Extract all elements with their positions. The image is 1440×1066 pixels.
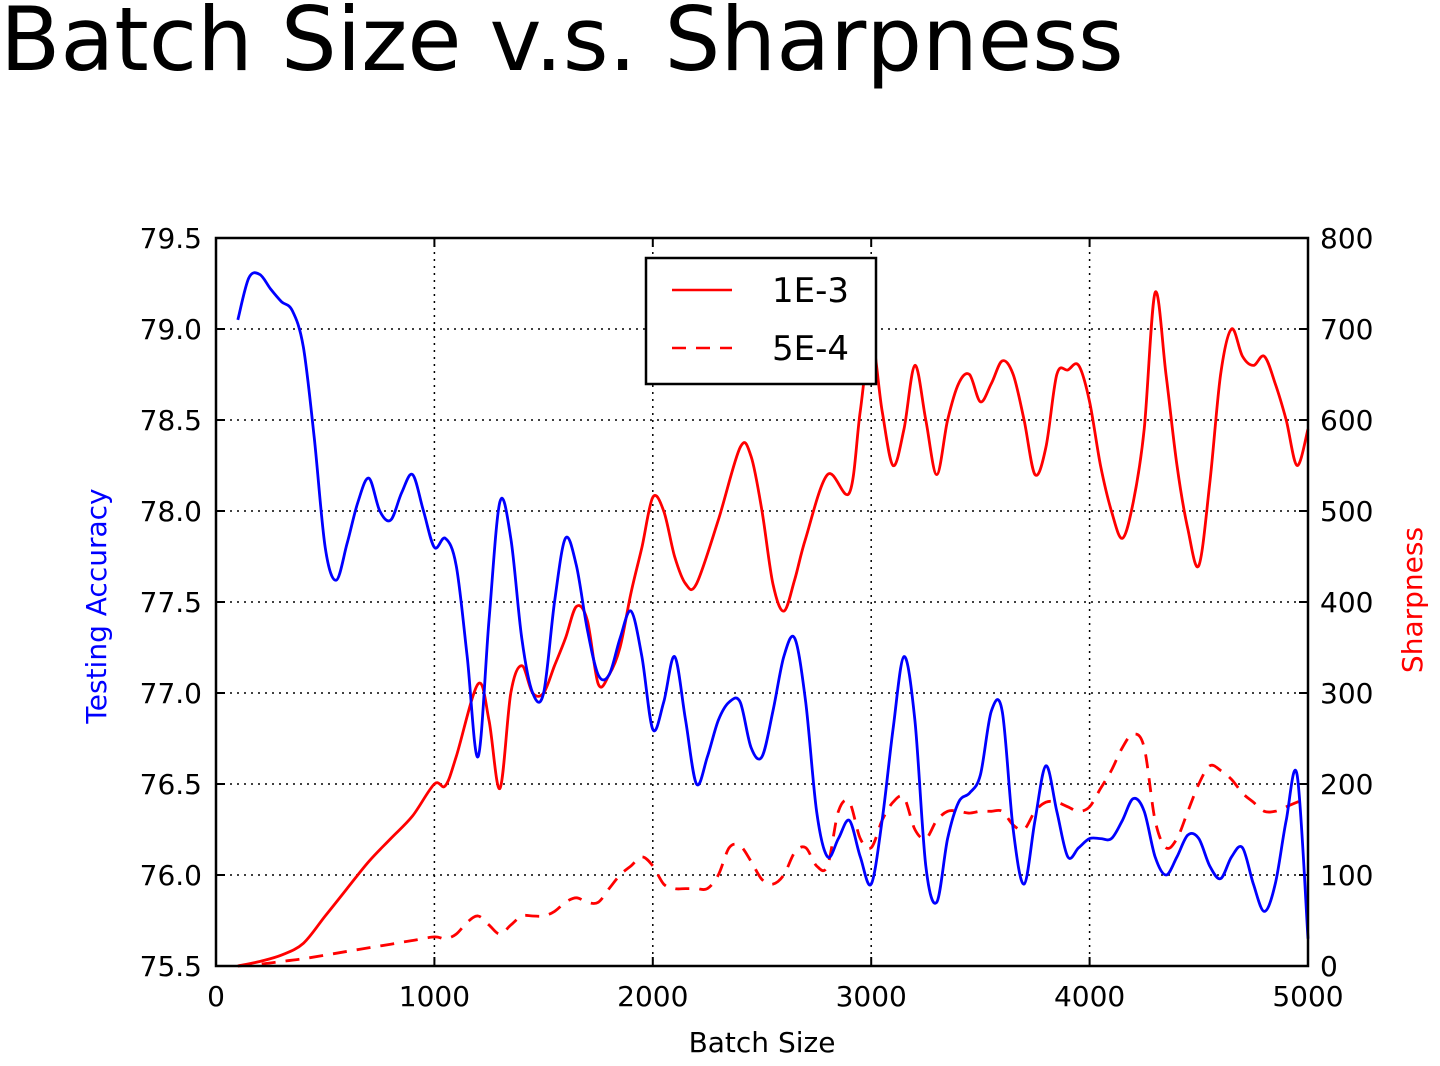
right-y-tick-label: 300	[1320, 677, 1373, 710]
legend: 1E-3 5E-4	[644, 256, 878, 386]
legend-box	[644, 256, 878, 386]
x-axis-title: Batch Size	[689, 1026, 836, 1059]
right-y-tick-label: 800	[1320, 222, 1373, 255]
left-y-tick-label: 78.5	[140, 404, 202, 437]
series-line-5e-4	[237, 732, 1309, 968]
tick-labels: 0 1000 2000 3000 4000 500075.576.076.577.077.…	[140, 222, 1374, 1013]
right-y-tick-label: 500	[1320, 495, 1373, 528]
left-y-tick-label: 79.5	[140, 222, 202, 255]
x-tick-label: 3000	[836, 980, 907, 1013]
x-tick-label: 5000	[1272, 980, 1343, 1013]
right-y-tick-label: 400	[1320, 586, 1373, 619]
right-y-axis-title: Sharpness	[1396, 527, 1429, 673]
right-y-tick-label: 700	[1320, 313, 1373, 346]
left-y-tick-label: 78.0	[140, 495, 202, 528]
left-y-tick-label: 77.5	[140, 586, 202, 619]
left-y-tick-label: 77.0	[140, 677, 202, 710]
left-y-axis-title: Testing Accuracy	[80, 488, 113, 724]
series-lines	[236, 271, 1310, 968]
right-y-tick-label: 200	[1320, 768, 1373, 801]
left-y-tick-label: 75.5	[140, 950, 202, 983]
x-tick-label: 2000	[617, 980, 688, 1013]
series-line-1e-3	[237, 290, 1310, 968]
left-y-tick-label: 76.5	[140, 768, 202, 801]
slide-title: Batch Size v.s. Sharpness	[0, 0, 1124, 91]
legend-label-1e-3: 1E-3	[772, 271, 849, 311]
series-line-testing-accuracy	[236, 271, 1310, 939]
legend-label-5e-4: 5E-4	[772, 329, 849, 369]
x-tick-label: 0	[207, 980, 225, 1013]
x-tick-label: 4000	[1054, 980, 1125, 1013]
left-y-tick-label: 76.0	[140, 859, 202, 892]
grid	[215, 237, 1309, 967]
plot-frame	[214, 236, 1310, 968]
right-y-tick-label: 0	[1320, 950, 1338, 983]
right-y-tick-label: 600	[1320, 404, 1373, 437]
left-y-tick-label: 79.0	[140, 313, 202, 346]
x-tick-label: 1000	[399, 980, 470, 1013]
right-y-tick-label: 100	[1320, 859, 1373, 892]
